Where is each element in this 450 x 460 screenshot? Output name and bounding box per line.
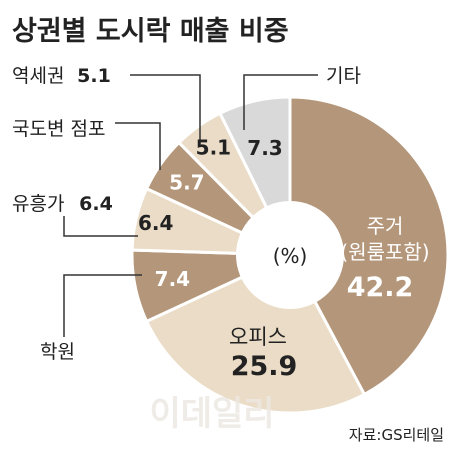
slice-name-label: 오피스 [229, 325, 287, 349]
slice-name-label: 유흥가 [12, 193, 64, 215]
leader-line [63, 216, 138, 237]
slice-name-label: 주거 [367, 214, 404, 238]
center-unit-label: (%) [273, 244, 308, 268]
slice-name-label: 역세권 [12, 65, 64, 87]
slice-value-label: 5.1 [77, 65, 111, 87]
slice-value-label: 25.9 [231, 351, 298, 382]
slice-value-label: 7.3 [247, 136, 282, 160]
slice-value-label: 6.4 [79, 193, 113, 215]
slice-value-label: 5.7 [169, 171, 204, 195]
leader-line [63, 274, 142, 337]
watermark: 이데일리 [149, 394, 274, 434]
leader-line [130, 74, 201, 140]
pie-slice [288, 95, 450, 397]
slice-name-label: 기타 [326, 65, 361, 87]
chart-title: 상권별 도시락 매출 비중 [12, 16, 289, 47]
slice-value-label: 6.4 [138, 211, 173, 235]
slice-value-label: 5.1 [196, 136, 231, 160]
leader-line [243, 74, 318, 130]
slice-name-label: 학원 [40, 341, 75, 363]
slice-name-label: (원룸포함) [340, 240, 429, 264]
source-note: 자료:GS리테일 [349, 426, 444, 444]
donut-hole [236, 201, 344, 309]
leader-lines [63, 74, 318, 337]
slice-value-label: 7.4 [155, 267, 190, 291]
leader-line [115, 122, 161, 170]
slice-value-label: 42.2 [347, 272, 414, 303]
slice-name-label: 국도변 점포 [12, 118, 105, 140]
